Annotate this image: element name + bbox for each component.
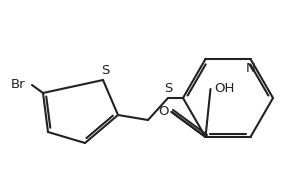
- Text: OH: OH: [214, 82, 235, 96]
- Text: S: S: [101, 64, 109, 78]
- Text: N: N: [246, 62, 256, 74]
- Text: O: O: [158, 106, 169, 118]
- Text: S: S: [164, 82, 172, 96]
- Text: Br: Br: [11, 78, 25, 92]
